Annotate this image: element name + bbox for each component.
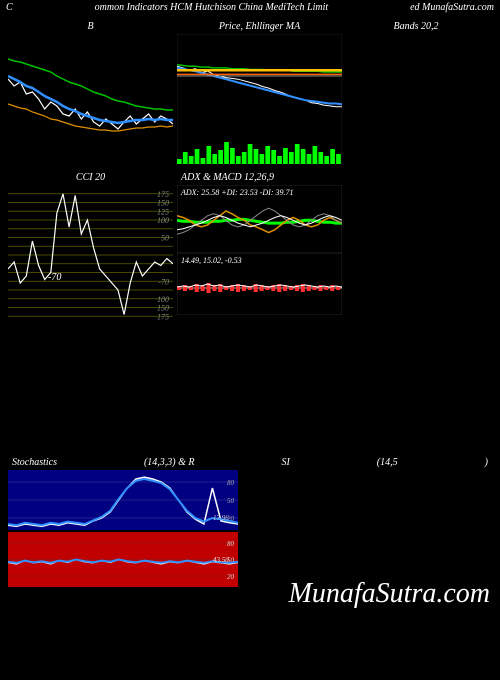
stoch-title-mid: (14,3,3) & R: [144, 457, 195, 468]
panel-bband: B: [8, 19, 173, 164]
panel-bband-title: B: [8, 19, 173, 34]
svg-text:50: 50: [161, 234, 169, 243]
panel-bands-label: Bands 20,2: [346, 19, 486, 164]
header-right: ed MunafaSutra.com: [410, 2, 494, 13]
panel-price-title: Price, Ehllinger MA: [177, 19, 342, 34]
chart-price: [177, 34, 342, 164]
svg-text:175: 175: [157, 190, 169, 199]
svg-text:175: 175: [157, 312, 169, 321]
stoch-title-row: Stochastics (14,3,3) & R SI (14,5 ): [0, 455, 500, 470]
stoch-title-si: SI: [281, 457, 289, 468]
chart-macd: 14.49, 15.02, -0.53: [177, 253, 342, 315]
svg-text:20: 20: [227, 573, 235, 581]
page-header: C ommon Indicators HCM Hutchison China M…: [0, 0, 500, 15]
svg-text:50: 50: [227, 497, 235, 505]
svg-text:17.96: 17.96: [213, 514, 229, 522]
svg-text:ADX: 25.58 +DI: 23.53 -DI: 3: ADX: 25.58 +DI: 23.53 -DI: 39.71: [180, 188, 294, 197]
header-left: C: [6, 2, 13, 13]
svg-text:100: 100: [157, 295, 169, 304]
svg-text:150: 150: [157, 304, 169, 313]
panel-price: Price, Ehllinger MA: [177, 19, 342, 164]
svg-text:125: 125: [157, 207, 169, 216]
chart-rsi: 80502043.50: [8, 532, 238, 587]
svg-text:80: 80: [227, 540, 235, 548]
svg-text:-70: -70: [48, 272, 61, 283]
svg-text:14.49, 15.02, -0.53: 14.49, 15.02, -0.53: [181, 256, 242, 265]
svg-text:150: 150: [157, 199, 169, 208]
bands-title: Bands 20,2: [346, 19, 486, 34]
stoch-title-end: ): [485, 457, 488, 468]
svg-text:100: 100: [157, 216, 169, 225]
chart-stochastics: 80502017.96: [8, 470, 238, 530]
panel-adx-macd: ADX & MACD 12,26,9 ADX: 25.58 +DI: 23.53…: [177, 170, 342, 325]
svg-text:-70: -70: [158, 277, 169, 286]
svg-text:43.50: 43.50: [213, 556, 229, 564]
chart-cci: 17515012510050-70100150175-70: [8, 185, 173, 325]
stoch-title-right: (14,5: [377, 457, 398, 468]
chart-adx: ADX: 25.58 +DI: 23.53 -DI: 39.71: [177, 185, 342, 253]
panel-cci-title: CCI 20: [8, 170, 173, 185]
stoch-title-left: Stochastics: [12, 457, 57, 468]
panel-cci: CCI 20 17515012510050-70100150175-70: [8, 170, 173, 325]
svg-text:80: 80: [227, 479, 235, 487]
header-center: ommon Indicators HCM Hutchison China Med…: [95, 2, 329, 13]
panel-adx-title: ADX & MACD 12,26,9: [177, 170, 342, 185]
chart-bband: [8, 34, 173, 164]
